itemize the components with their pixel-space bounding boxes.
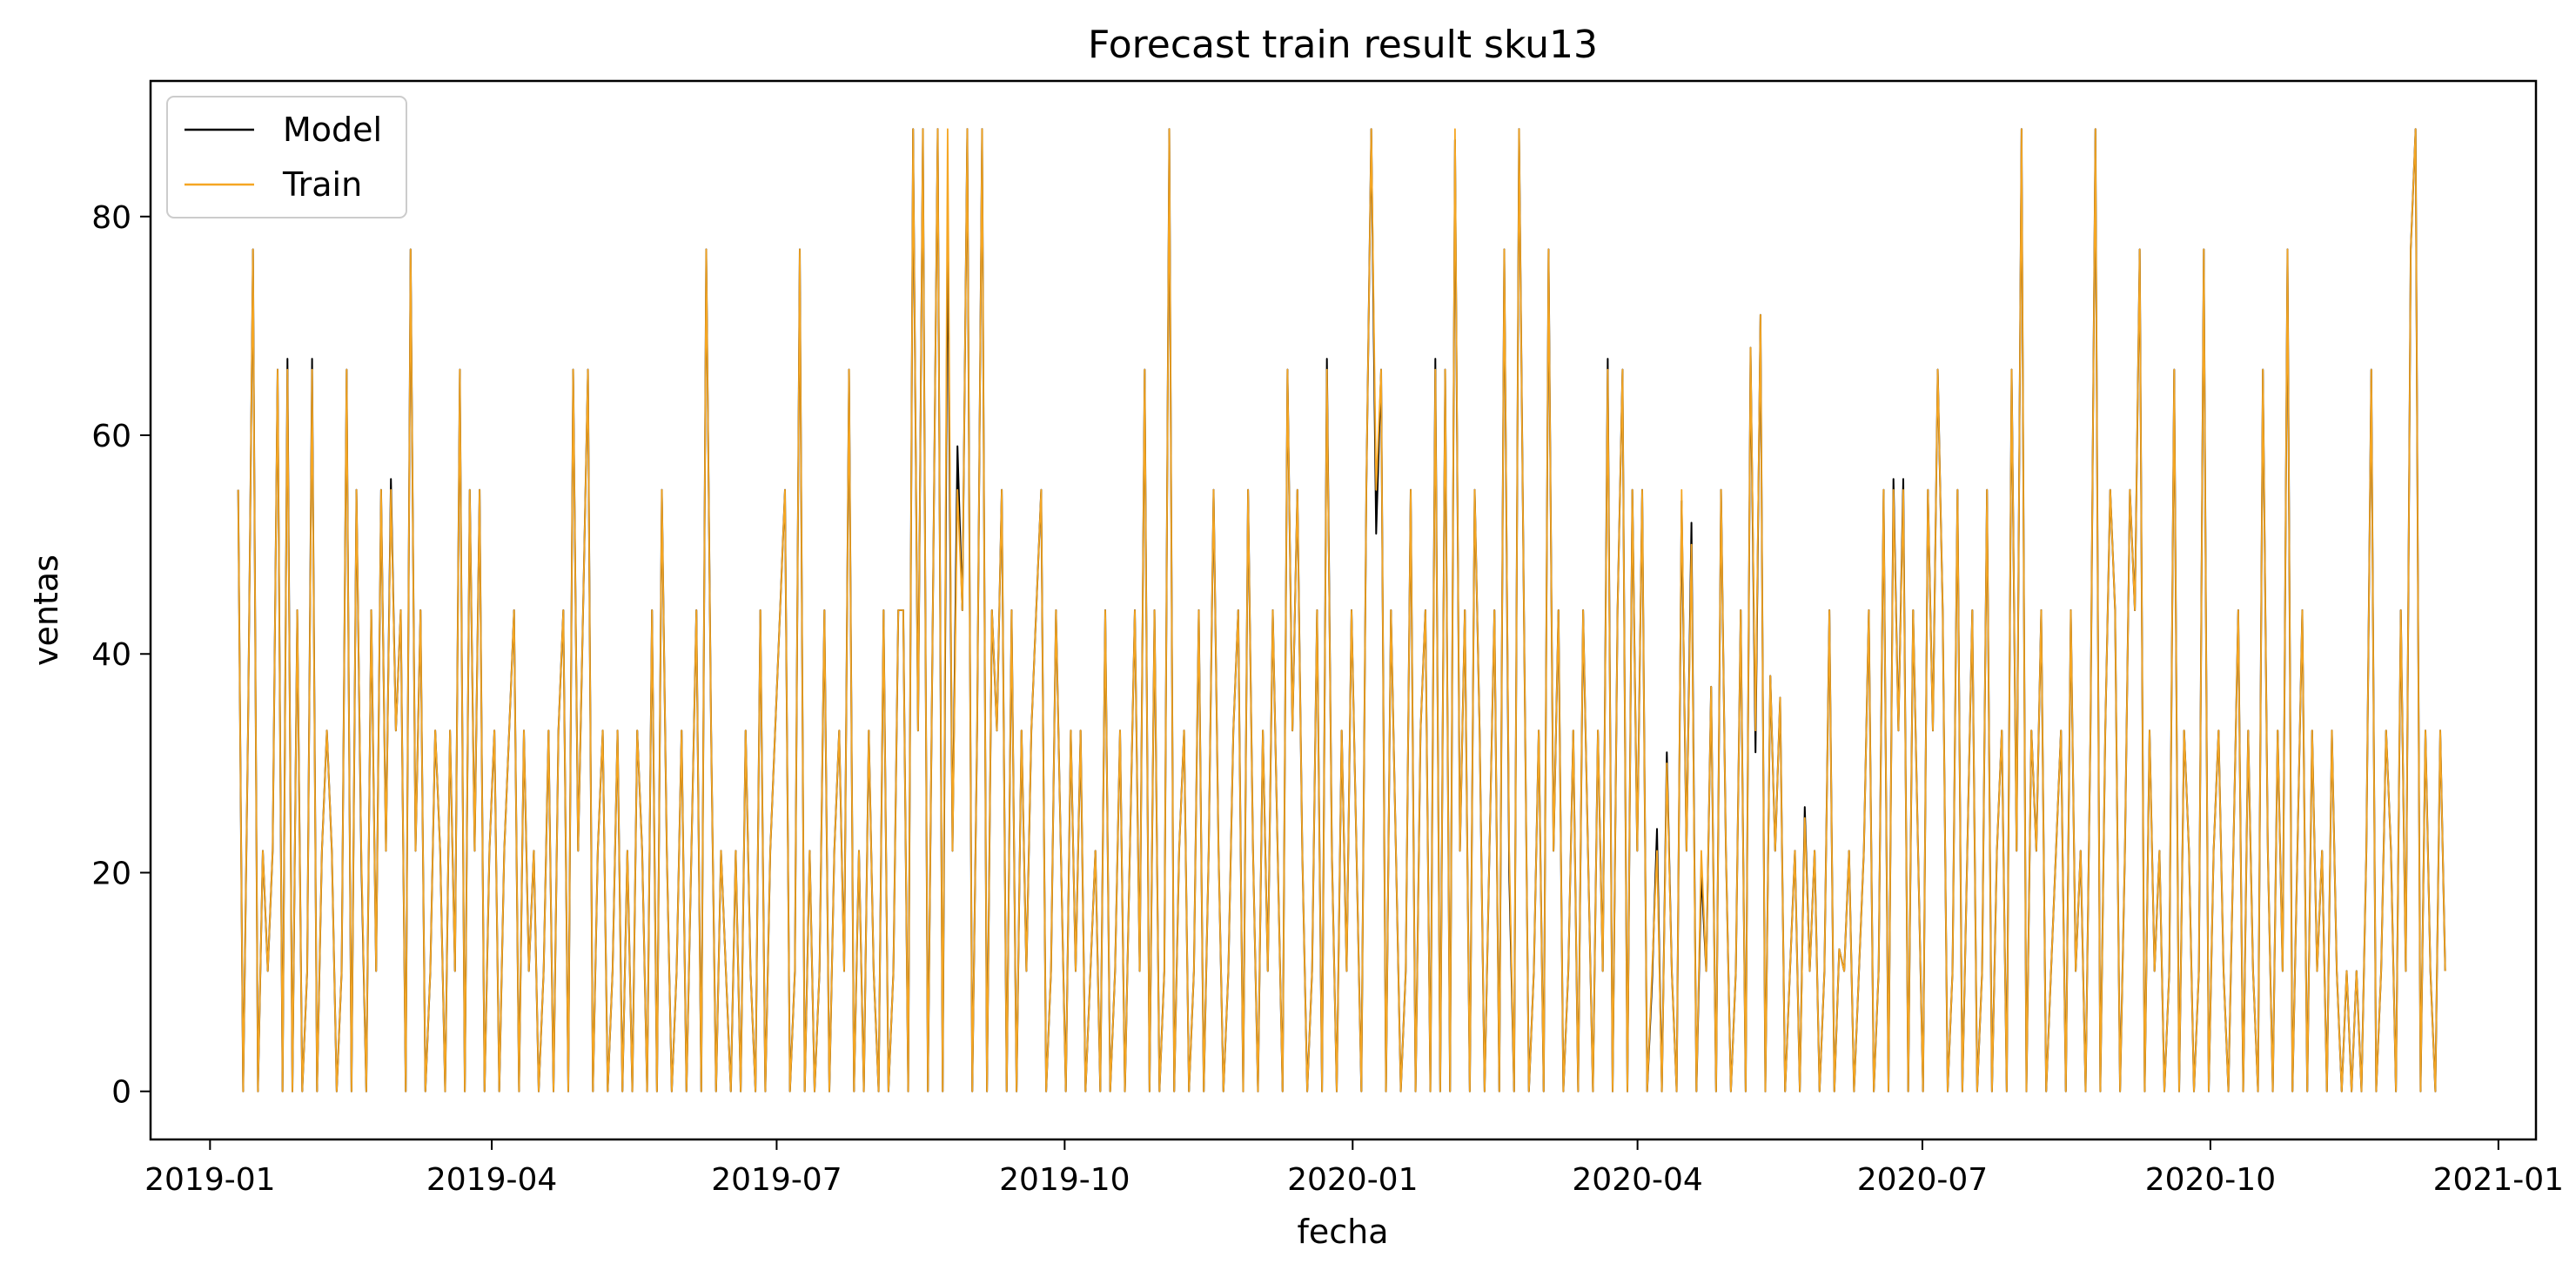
legend-box xyxy=(166,96,407,218)
x-tick-label: 2019-01 xyxy=(144,1162,275,1198)
legend-label-model: Model xyxy=(283,111,382,149)
legend: Model Train xyxy=(166,96,407,218)
y-tick-label: 40 xyxy=(91,637,131,673)
x-tick-label: 2020-01 xyxy=(1287,1162,1418,1198)
x-tick-label: 2019-07 xyxy=(711,1162,842,1198)
x-tick-label: 2020-04 xyxy=(1572,1162,1702,1198)
y-axis-label: ventas xyxy=(27,554,65,666)
x-tick-label: 2020-10 xyxy=(2145,1162,2276,1198)
y-tick-label: 60 xyxy=(91,419,131,454)
legend-label-train: Train xyxy=(282,165,362,204)
x-axis-label: fecha xyxy=(1297,1213,1388,1251)
x-tick-label: 2019-04 xyxy=(426,1162,557,1198)
plot-frame xyxy=(149,79,2538,1141)
y-tick-label: 20 xyxy=(91,856,131,891)
x-tick-label: 2019-10 xyxy=(999,1162,1130,1198)
y-axis-ticks: 0 20 40 60 80 xyxy=(91,200,151,1111)
y-tick-label: 0 xyxy=(111,1075,131,1111)
chart-title: Forecast train result sku13 xyxy=(1088,23,1598,67)
plot-lines xyxy=(237,128,2446,1092)
x-tick-label: 2020-07 xyxy=(1857,1162,1988,1198)
y-tick-label: 80 xyxy=(91,200,131,236)
x-axis-ticks: 2019-01 2019-04 2019-07 2019-10 2020-01 2020-… xyxy=(144,1139,2564,1198)
series-line-train xyxy=(237,128,2446,1092)
x-tick-label: 2021-01 xyxy=(2433,1162,2564,1198)
